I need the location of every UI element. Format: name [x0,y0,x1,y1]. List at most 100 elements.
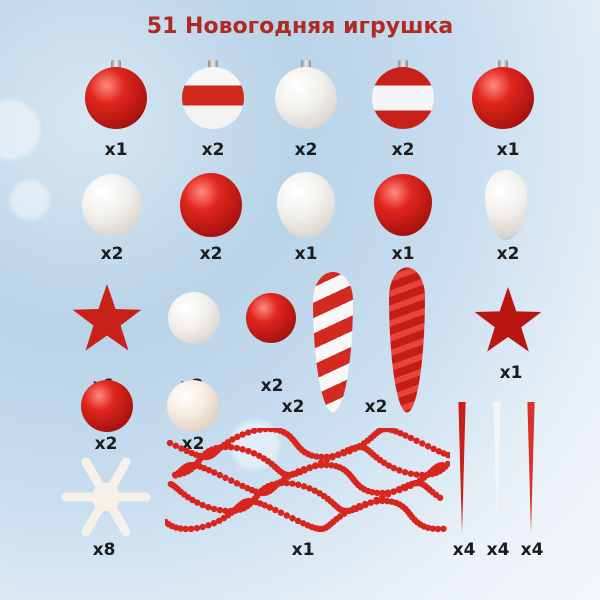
quantity-label: x2 [364,397,388,417]
garland-bead [402,432,409,439]
garland-bead [272,506,279,514]
quantity-label: x2 [281,397,305,417]
garland-bead [239,446,246,453]
garland-bead [300,483,308,490]
garland-bead [384,491,392,498]
ornament-cap [398,60,408,68]
garland-bead [245,429,252,436]
garland-bead [438,461,446,469]
quantity-label: x1 [291,540,315,560]
garland-bead [340,510,348,517]
garland-bead [228,444,235,451]
garland-bead [250,450,258,457]
bokeh [10,180,50,220]
white-cone-ornament [485,170,527,240]
white-icicle-ornament [493,402,501,534]
garland-bead [407,470,415,477]
garland-bead [334,451,342,458]
garland-bead [313,453,320,460]
garland-bead [233,480,241,487]
garland-bead [172,442,179,449]
bokeh [0,100,40,160]
cream-matte-ball [167,380,219,432]
red-shiny-ornament [472,67,534,129]
garland-bead [373,498,380,505]
garland-bead [306,464,313,471]
garland-bead [436,494,444,501]
quantity-label: x2 [201,140,225,160]
quantity-label: x1 [496,140,520,160]
garland-bead [189,496,196,504]
product-title: 51 Новогодняя игрушка [146,14,454,39]
garland-bead [356,502,363,510]
garland-bead [300,466,308,473]
garland-bead [285,473,292,480]
garland-bead [166,439,174,447]
white-swirl-ornament [82,174,142,236]
garland-bead [444,460,450,468]
garland-bead [345,507,352,515]
garland-bead [228,477,235,484]
garland-bead [177,525,184,532]
garland-bead [256,428,264,433]
garland-bead [448,453,450,459]
garland-bead [210,505,218,513]
garland-bead [245,447,252,455]
garland-bead [295,468,302,475]
red-icicle-ornament [458,402,466,534]
garland-bead [261,502,268,509]
garland-bead [312,462,319,470]
quantity-label: x2 [100,244,124,264]
garland-bead [373,489,381,497]
garland-bead [277,509,285,516]
garland-bead [217,444,224,451]
quantity-label: x1 [104,140,128,160]
garland-bead [234,433,241,441]
red-white-band-ornament [372,67,434,129]
garland-bead [367,499,375,506]
quantity-label: x8 [92,540,116,560]
garland-bead [311,487,319,494]
quantity-label: x2 [294,140,318,160]
garland-bead [283,512,290,519]
quantity-label: x4 [452,540,476,560]
garland-bead [397,430,404,437]
red-spiral-ornament [389,267,425,413]
garland-bead [401,469,409,476]
red-bead-garland [165,428,450,533]
garland-bead [378,497,386,505]
garland-bead [430,445,437,453]
quantity-label: x1 [391,244,415,264]
garland-bead [278,479,285,487]
red-white-spiral-ornament [313,272,353,412]
garland-bead [435,448,443,455]
garland-bead [216,506,224,514]
garland-bead [178,445,185,452]
quantity-label: x1 [499,363,523,383]
garland-bead [262,428,269,433]
garland-bead [283,479,290,487]
garland-bead [424,443,432,450]
garland-bead [380,459,388,467]
quantity-label: x1 [294,244,318,264]
garland-bead [323,456,330,464]
garland-bead [407,434,415,442]
garland-bead [329,453,336,461]
garland-bead [182,525,189,533]
quantity-label: x4 [486,540,510,560]
ornament-cap [208,60,218,68]
garland-bead [215,517,223,524]
red-icicle-ornament [527,402,535,534]
garland-bead [396,467,403,474]
garland-bead [395,485,403,493]
garland-bead [199,523,206,531]
garland-bead [250,428,258,434]
red-chevron-ornament [180,173,242,237]
ornament-cap [498,60,508,68]
garland-bead [306,485,313,492]
quantity-label: x2 [496,244,520,264]
garland-bead [199,501,206,509]
quantity-label: x2 [94,434,118,454]
garland-bead [205,466,213,474]
red-glitter-star-ornament [72,284,142,351]
